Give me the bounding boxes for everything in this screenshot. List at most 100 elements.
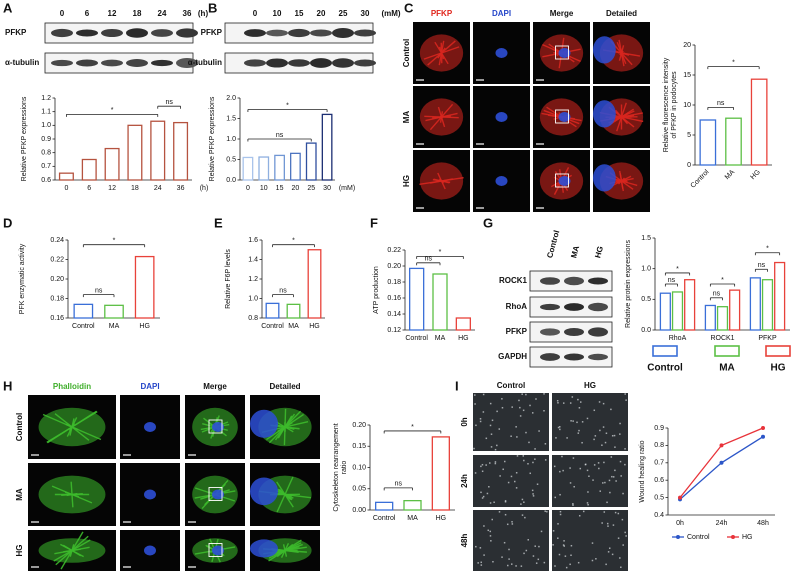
speckle (544, 459, 547, 461)
y-tick-label: 0.14 (387, 311, 401, 318)
nucleus (495, 48, 508, 58)
speckle (613, 434, 616, 437)
x-tick-label: 36 (177, 185, 185, 192)
blot-band (266, 29, 288, 37)
y-tick-label: 20 (683, 42, 691, 49)
micrograph (473, 455, 549, 507)
nucleus (212, 545, 224, 556)
speckle (569, 467, 571, 469)
micrograph-column-label: Detailed (606, 9, 637, 18)
fiber (278, 488, 292, 501)
bar (127, 124, 143, 181)
fiber (268, 539, 302, 562)
panel-letter: A (3, 0, 13, 15)
speckle (538, 545, 540, 548)
y-tick-label: 0.6 (41, 177, 51, 184)
speckle (504, 460, 506, 463)
speckle (599, 429, 601, 432)
blot-band (244, 59, 266, 67)
speckle (559, 428, 561, 431)
speckle (593, 409, 596, 412)
speckle (529, 472, 532, 475)
speckle (572, 504, 574, 506)
speckle (480, 491, 482, 494)
speckle (582, 510, 585, 513)
y-tick-label: 1.0 (248, 295, 258, 302)
speckle (603, 461, 605, 464)
speckle (525, 393, 527, 396)
speckle (520, 565, 523, 567)
blot-band (564, 328, 584, 336)
blot-row-label: PFKP (201, 28, 223, 37)
speckle (619, 422, 621, 425)
speckle (535, 562, 538, 564)
x-tick-label: HG (436, 515, 447, 522)
blot-band (588, 277, 608, 285)
speckle (515, 472, 518, 474)
speckle (532, 493, 534, 495)
speckle (527, 539, 529, 541)
blot-column-label: 6 (85, 9, 90, 18)
y-tick-label: 0 (687, 162, 691, 169)
speckle (518, 399, 520, 402)
speckle (617, 512, 620, 515)
blot-band (101, 28, 123, 38)
bar (684, 279, 696, 331)
zoom-box (555, 173, 569, 188)
nucleus (593, 36, 616, 64)
bar (242, 156, 254, 181)
y-tick-label: 0.8 (248, 315, 258, 322)
significance-label: * (721, 277, 724, 284)
micrograph (473, 393, 549, 451)
speckle (557, 537, 559, 539)
blot-column-label: 12 (108, 9, 117, 18)
blot-band (151, 59, 173, 67)
speckle (479, 420, 482, 423)
speckle (559, 426, 561, 428)
speckle (610, 456, 613, 458)
micrograph-row-label: 24h (460, 474, 469, 488)
speckle (507, 564, 509, 567)
speckle (501, 556, 503, 558)
x-tick-label: PFKP (758, 335, 777, 342)
y-tick-label: 2.0 (226, 95, 236, 102)
bar (274, 154, 285, 181)
micrograph (473, 510, 549, 571)
speckle (591, 542, 594, 544)
speckle (490, 540, 492, 542)
speckle (499, 475, 501, 477)
speckle (584, 463, 587, 466)
speckle (552, 544, 554, 546)
speckle (528, 441, 530, 444)
speckle (624, 463, 626, 466)
fiber (69, 423, 75, 431)
panel-letter: D (3, 215, 12, 230)
blot-column-label: MA (569, 245, 581, 260)
bar (761, 279, 774, 331)
blot-band (540, 277, 560, 285)
y-tick-label: 0.15 (352, 443, 366, 450)
x-tick-label: 24h (716, 520, 728, 527)
speckle (605, 563, 607, 566)
y-tick-label: 0.10 (352, 464, 366, 471)
bar (104, 147, 120, 181)
x-tick-label: Control (373, 515, 396, 522)
panel-letter: H (3, 378, 12, 393)
speckle (481, 470, 484, 473)
speckle (579, 467, 582, 470)
y-tick-label: 0.5 (641, 296, 651, 303)
micrograph-column-label: PFKP (431, 9, 453, 18)
speckle (482, 393, 485, 396)
y-tick-label: 0.0 (641, 327, 651, 334)
blot-unit: (h) (198, 9, 209, 18)
speckle (624, 393, 626, 395)
y-tick-label: 15 (683, 72, 691, 79)
speckle (482, 495, 485, 498)
y-axis-label: Relative fluorescence intensity (663, 57, 670, 152)
point (678, 495, 682, 500)
y-axis-label: ratio (341, 461, 348, 475)
y-tick-label: 1.2 (248, 276, 258, 283)
y-tick-label: 0.00 (352, 507, 366, 514)
blot-band (588, 353, 608, 361)
